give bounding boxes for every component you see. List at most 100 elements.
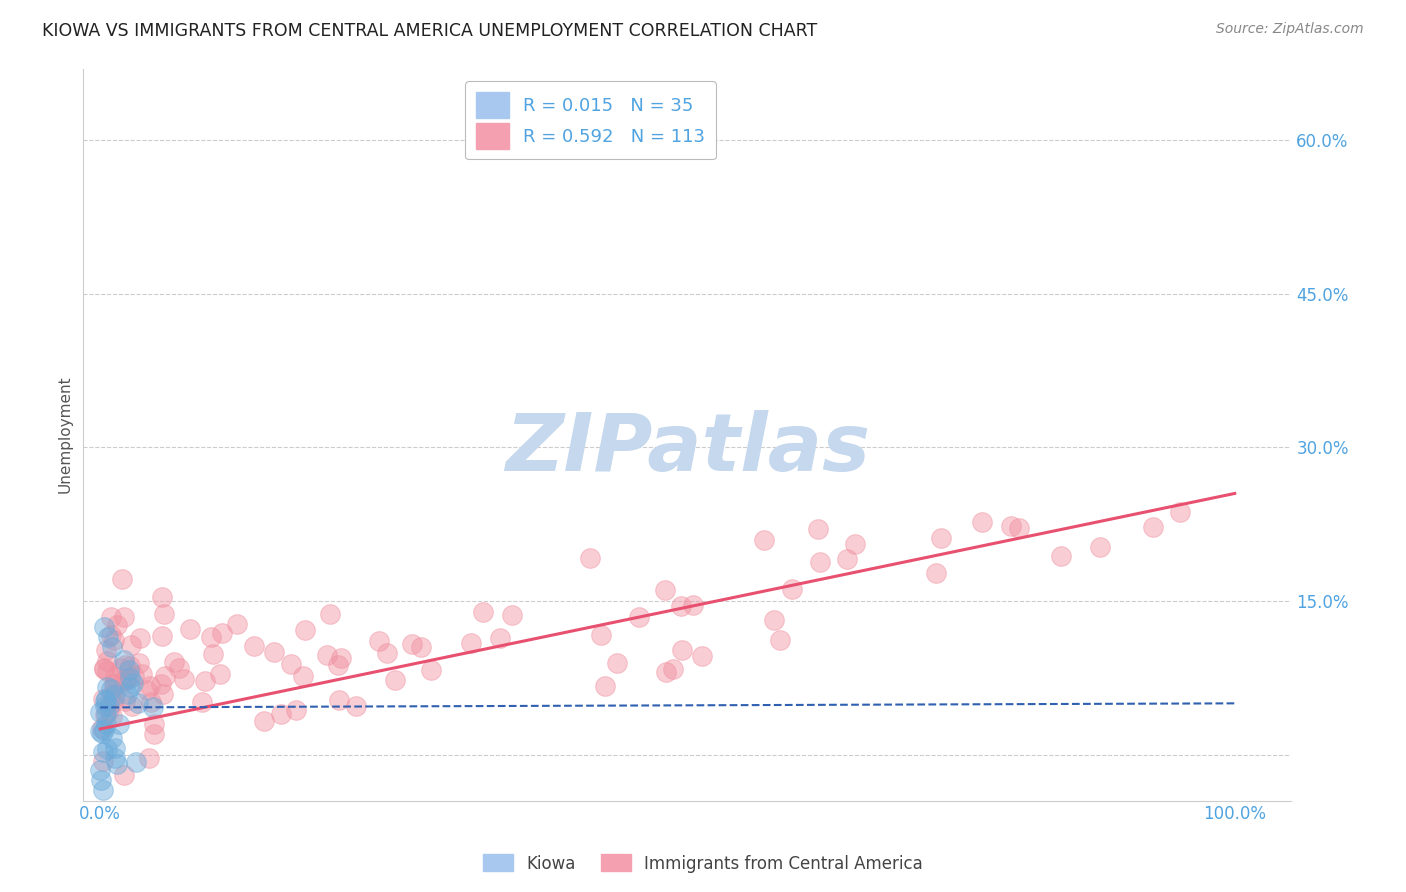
Point <box>104 751 127 765</box>
Text: ZIPatlas: ZIPatlas <box>505 410 870 488</box>
Point <box>579 550 602 565</box>
Point <box>105 618 128 632</box>
Point <box>401 636 423 650</box>
Point <box>752 533 775 547</box>
Point <box>807 522 830 536</box>
Point <box>90 773 112 788</box>
Point <box>655 665 678 680</box>
Point <box>121 699 143 714</box>
Point <box>460 636 482 650</box>
Point <box>201 647 224 661</box>
Point <box>925 566 948 581</box>
Legend: Kiowa, Immigrants from Central America: Kiowa, Immigrants from Central America <box>477 847 929 880</box>
Point <box>762 614 785 628</box>
Point <box>97 698 120 713</box>
Point <box>121 675 143 690</box>
Point <box>294 623 316 637</box>
Point <box>96 680 118 694</box>
Point <box>104 688 127 702</box>
Point <box>104 741 127 756</box>
Point <box>105 757 128 772</box>
Point <box>173 672 195 686</box>
Point <box>1050 549 1073 563</box>
Point <box>139 695 162 709</box>
Point <box>253 714 276 728</box>
Point <box>93 754 115 768</box>
Point <box>122 669 145 683</box>
Point <box>1000 519 1022 533</box>
Point <box>411 640 433 655</box>
Point <box>96 654 118 668</box>
Point <box>111 572 134 586</box>
Point <box>837 551 859 566</box>
Point <box>242 639 264 653</box>
Point <box>628 609 651 624</box>
Point <box>194 673 217 688</box>
Point <box>682 599 704 613</box>
Point <box>690 648 713 663</box>
Point <box>114 657 136 672</box>
Point <box>330 650 353 665</box>
Point <box>100 628 122 642</box>
Point <box>315 648 337 663</box>
Point <box>810 555 832 569</box>
Point <box>118 681 141 695</box>
Point <box>93 723 115 737</box>
Point <box>94 699 117 714</box>
Point <box>100 731 122 745</box>
Point <box>114 672 136 686</box>
Point <box>127 696 149 710</box>
Point <box>114 653 136 667</box>
Point <box>103 691 125 706</box>
Point <box>135 683 157 698</box>
Point <box>191 695 214 709</box>
Point <box>111 674 134 689</box>
Point <box>138 750 160 764</box>
Point <box>200 630 222 644</box>
Point <box>139 679 162 693</box>
Point <box>844 536 866 550</box>
Point <box>100 640 122 654</box>
Point <box>94 708 117 723</box>
Point <box>100 610 122 624</box>
Point <box>152 629 174 643</box>
Point <box>128 631 150 645</box>
Point <box>94 717 117 731</box>
Point <box>142 716 165 731</box>
Point <box>780 582 803 596</box>
Point <box>103 632 125 647</box>
Point <box>326 657 349 672</box>
Point <box>150 676 173 690</box>
Point <box>319 607 342 622</box>
Point <box>94 706 117 721</box>
Point <box>179 622 201 636</box>
Point <box>93 661 115 675</box>
Point <box>472 605 495 619</box>
Point <box>120 638 142 652</box>
Point <box>89 724 111 739</box>
Point <box>101 687 124 701</box>
Point <box>89 763 111 777</box>
Point <box>91 745 114 759</box>
Point <box>98 703 121 717</box>
Point <box>375 646 398 660</box>
Point <box>89 705 111 719</box>
Point <box>489 631 512 645</box>
Y-axis label: Unemployment: Unemployment <box>58 376 72 493</box>
Point <box>654 582 676 597</box>
Point <box>114 694 136 708</box>
Point <box>929 531 952 545</box>
Point <box>125 755 148 769</box>
Point <box>101 708 124 723</box>
Point <box>163 655 186 669</box>
Point <box>211 626 233 640</box>
Point <box>120 659 142 673</box>
Point <box>1008 521 1031 535</box>
Point <box>142 700 165 714</box>
Point <box>91 691 114 706</box>
Point <box>209 667 232 681</box>
Text: Source: ZipAtlas.com: Source: ZipAtlas.com <box>1216 22 1364 37</box>
Point <box>94 642 117 657</box>
Point <box>96 665 118 679</box>
Point <box>270 706 292 721</box>
